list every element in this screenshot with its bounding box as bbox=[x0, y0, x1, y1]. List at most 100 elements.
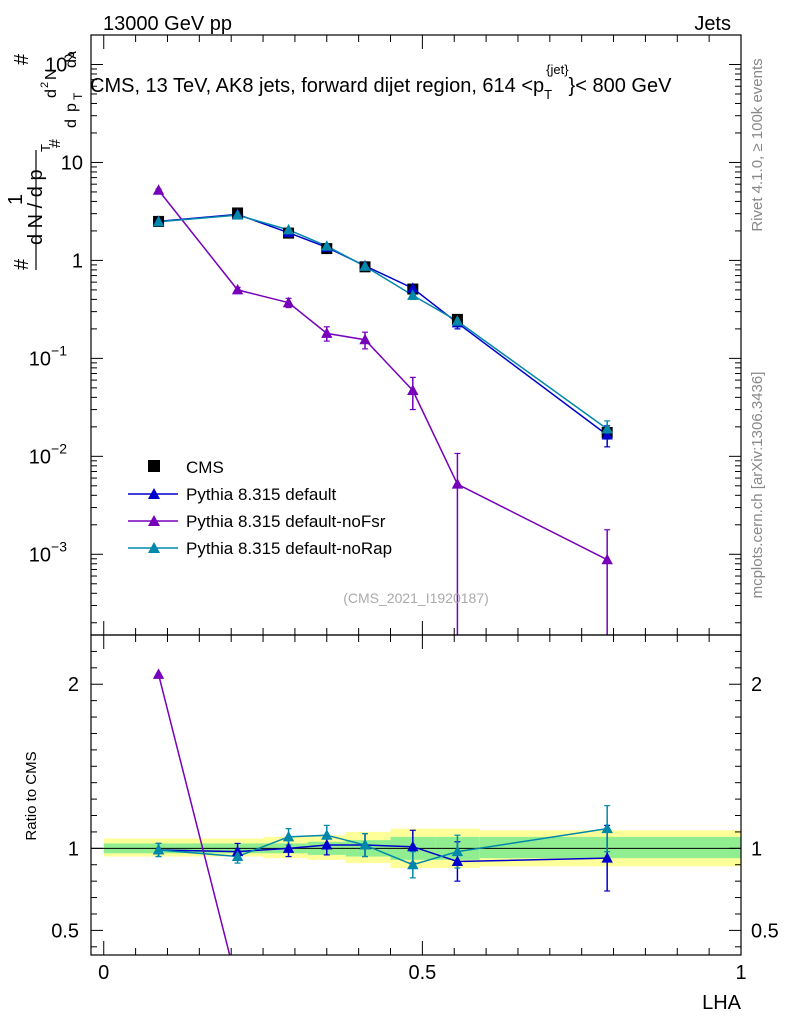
data-point-pythia-8-315-default-nofsr bbox=[407, 384, 419, 395]
main-y-tick-base: 10 bbox=[61, 152, 83, 174]
x-tick-label: 1 bbox=[735, 962, 746, 984]
analysis-watermark: (CMS_2021_I1920187) bbox=[343, 590, 489, 606]
ylabel-hash-3: # bbox=[47, 139, 64, 148]
ratio-point-pythia-8-315-default bbox=[451, 855, 464, 866]
data-point-pythia-8-315-default-nofsr bbox=[451, 478, 464, 489]
main-y-tick-label: 10−2 bbox=[29, 440, 67, 468]
ratio-point-pythia-8-315-default bbox=[407, 840, 419, 852]
ratio-point-pythia-8-315-default-norap bbox=[407, 858, 419, 870]
data-point-pythia-8-315-default-norap bbox=[407, 289, 419, 300]
ratio-point-pythia-8-315-default-norap bbox=[359, 839, 371, 850]
legend-marker-default bbox=[148, 488, 160, 499]
ylabel-t-sub-1: T bbox=[38, 144, 53, 152]
ratio-y-tick-label: 2 bbox=[68, 674, 79, 696]
title-sup: {jet} bbox=[546, 62, 569, 77]
main-y-tick-exp: 2 bbox=[67, 48, 75, 64]
ratio-point-pythia-8-315-default-norap bbox=[601, 822, 613, 834]
ylabel-hash-2: # bbox=[11, 53, 33, 65]
main-y-tick-base: 10 bbox=[29, 544, 51, 566]
legend-item-nofsr: Pythia 8.315 default-noFsr bbox=[128, 512, 386, 531]
ratio-point-pythia-8-315-default-norap bbox=[451, 845, 464, 857]
title-sub: T bbox=[544, 87, 552, 102]
main-y-tick-exp: −1 bbox=[51, 342, 67, 358]
data-point-pythia-8-315-default-nofsr bbox=[321, 327, 333, 338]
data-point-pythia-8-315-default bbox=[601, 429, 613, 440]
rivet-side-label: Rivet 4.1.0, ≥ 100k events bbox=[749, 58, 766, 231]
ratio-point-pythia-8-315-default bbox=[282, 842, 295, 853]
ratio-y-tick-label-right: 0.5 bbox=[751, 920, 779, 942]
ratio-y-tick-label: 0.5 bbox=[51, 920, 79, 942]
ylabel-n: N bbox=[43, 68, 60, 80]
ratio-point-pythia-8-315-default bbox=[321, 839, 333, 850]
x-tick-label: 0 bbox=[98, 962, 109, 984]
legend: CMS Pythia 8.315 default Pythia 8.315 de… bbox=[128, 458, 392, 558]
ratio-y-axis-label: Ratio to CMS bbox=[23, 751, 40, 840]
main-title: CMS, 13 TeV, AK8 jets, forward dijet reg… bbox=[90, 62, 672, 102]
legend-marker-cms bbox=[148, 460, 160, 472]
main-y-tick-label: 10−3 bbox=[29, 538, 67, 566]
legend-marker-norap bbox=[148, 542, 160, 553]
data-point-pythia-8-315-default-nofsr bbox=[359, 333, 371, 345]
data-point-pythia-8-315-default-nofsr bbox=[231, 283, 244, 295]
series-line-pythia-8-315-default bbox=[158, 213, 608, 436]
data-point-pythia-8-315-default-norap bbox=[152, 215, 165, 227]
legend-item-default: Pythia 8.315 default bbox=[128, 485, 337, 504]
data-point-pythia-8-315-default-norap bbox=[321, 240, 333, 251]
ratio-line-pythia-8-315-default-nofsr bbox=[157, 674, 231, 955]
legend-marker-nofsr bbox=[148, 515, 160, 526]
main-y-axis-label: # 1 d N / d p T # # d p T d 2 N dλ bbox=[5, 51, 85, 270]
legend-item-cms: CMS bbox=[148, 458, 224, 477]
main-y-tick-exp: −3 bbox=[51, 538, 67, 554]
title-prefix: CMS, 13 TeV, AK8 jets, forward dijet reg… bbox=[90, 75, 544, 97]
data-point-pythia-8-315-default-norap bbox=[601, 423, 613, 434]
title-suffix: }< 800 GeV bbox=[569, 75, 673, 97]
legend-item-norap: Pythia 8.315 default-noRap bbox=[128, 539, 392, 558]
data-point-pythia-8-315-default-norap bbox=[282, 223, 295, 235]
main-y-tick-base: 10 bbox=[45, 54, 67, 76]
main-y-tick-base: 10 bbox=[29, 446, 51, 468]
legend-label-default: Pythia 8.315 default bbox=[186, 485, 337, 504]
main-y-tick-label: 10 bbox=[61, 152, 83, 174]
x-tick-label: 0.5 bbox=[408, 962, 436, 984]
ratio-point-pythia-8-315-default-norap bbox=[282, 830, 295, 842]
ratio-inner-band bbox=[479, 836, 741, 859]
ylabel-hash-1: # bbox=[11, 258, 33, 270]
data-point-pythia-8-315-default-norap bbox=[451, 315, 464, 326]
data-point-pythia-8-315-default-nofsr bbox=[282, 296, 295, 308]
series-line-pythia-8-315-default-nofsr bbox=[157, 189, 608, 561]
main-y-tick-label: 10−1 bbox=[29, 342, 67, 370]
ratio-y-tick-label-right: 2 bbox=[751, 674, 762, 696]
ratio-y-tick-label-right: 1 bbox=[751, 838, 762, 860]
data-point-pythia-8-315-default-nofsr bbox=[152, 184, 165, 195]
main-y-tick-label: 102 bbox=[45, 48, 75, 76]
data-point-pythia-8-315-default-norap bbox=[231, 209, 244, 220]
legend-label-nofsr: Pythia 8.315 default-noFsr bbox=[186, 512, 386, 531]
main-y-tick-exp: −2 bbox=[51, 440, 67, 456]
ratio-line-pythia-8-315-default-norap bbox=[158, 827, 608, 866]
header-left-label: 13000 GeV pp bbox=[103, 13, 232, 35]
data-point-pythia-8-315-default bbox=[407, 282, 419, 293]
ratio-point-pythia-8-315-default-nofsr bbox=[152, 668, 165, 679]
ylabel-d2: d bbox=[43, 89, 60, 98]
data-point-pythia-8-315-default-norap bbox=[359, 260, 371, 271]
mcplots-side-label: mcplots.cern.ch [arXiv:1306.3436] bbox=[749, 372, 766, 599]
ratio-plot-frame bbox=[90, 634, 742, 956]
data-point-pythia-8-315-default-nofsr bbox=[601, 553, 613, 565]
ratio-line-pythia-8-315-default bbox=[158, 844, 608, 863]
ratio-point-pythia-8-315-default bbox=[601, 852, 613, 863]
x-axis-label: LHA bbox=[702, 992, 742, 1014]
header-right-label: Jets bbox=[694, 13, 731, 35]
ratio-point-pythia-8-315-default-norap bbox=[321, 829, 333, 840]
series-line-pythia-8-315-default-norap bbox=[158, 214, 608, 430]
main-y-tick-label: 1 bbox=[72, 250, 83, 272]
ylabel-t-sub-2: T bbox=[71, 92, 85, 100]
ratio-y-tick-label: 1 bbox=[68, 838, 79, 860]
ratio-point-pythia-8-315-default-norap bbox=[152, 843, 165, 855]
legend-label-cms: CMS bbox=[186, 458, 224, 477]
ratio-point-pythia-8-315-default-norap bbox=[231, 850, 244, 862]
ylabel-d: d bbox=[63, 119, 80, 128]
ylabel-two: 2 bbox=[39, 82, 51, 88]
main-y-tick-base: 10 bbox=[29, 348, 51, 370]
ylabel-dlambda: dλ bbox=[63, 51, 80, 68]
